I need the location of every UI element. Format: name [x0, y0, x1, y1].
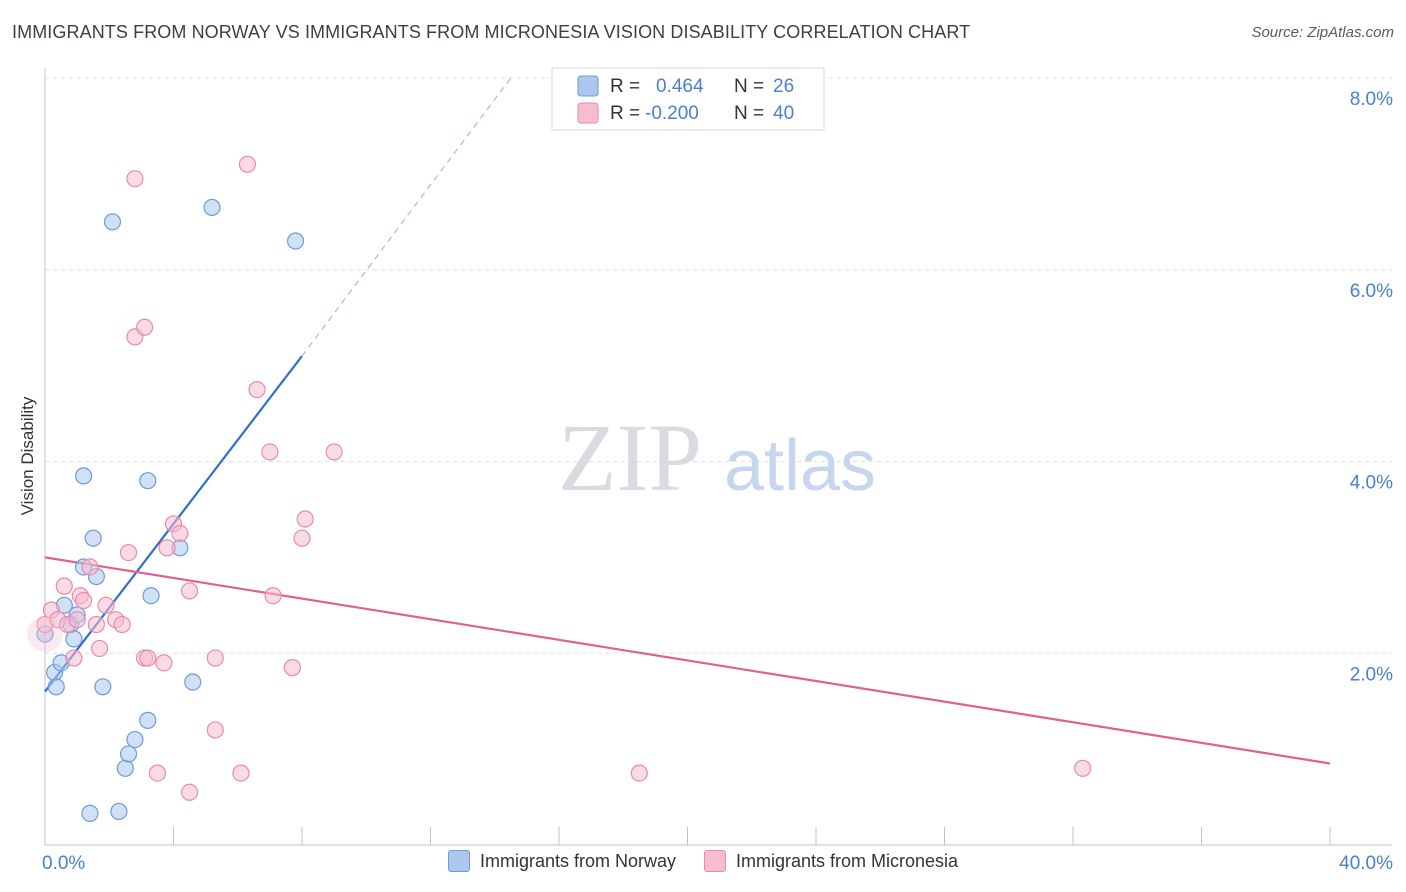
legend-norway-n-value: 26 — [773, 76, 794, 97]
point-norway — [94, 678, 112, 696]
point-norway — [139, 711, 157, 729]
point-norway — [184, 673, 202, 691]
legend-micronesia-r-label: R = — [610, 103, 640, 124]
y-tick-label: 6.0% — [1350, 281, 1393, 302]
legend-norway-r-label: R = — [610, 76, 640, 97]
point-micronesia — [264, 587, 282, 605]
point-micronesia — [158, 539, 176, 557]
point-micronesia — [119, 543, 138, 562]
point-micronesia — [155, 654, 173, 672]
point-micronesia — [296, 510, 314, 528]
point-micronesia — [139, 649, 157, 667]
watermark-zip: ZIP — [558, 404, 702, 511]
point-norway — [119, 745, 138, 763]
point-norway — [74, 467, 93, 485]
point-norway — [139, 472, 157, 490]
legend-swatch-micronesia — [703, 850, 726, 872]
legend-swatch-norway — [447, 850, 470, 872]
legend-norway-r-value: 0.464 — [656, 76, 704, 97]
point-micronesia — [171, 524, 189, 543]
grid-lines — [45, 77, 1392, 654]
point-micronesia — [87, 615, 106, 634]
x-tick-label: 40.0% — [1339, 853, 1393, 874]
point-micronesia — [283, 659, 301, 677]
axes: 2.0% 4.0% 6.0% 8.0% 0.0% 40.0% — [42, 68, 1393, 874]
point-micronesia — [206, 721, 224, 739]
legend-micronesia-swatch — [577, 102, 599, 124]
watermark-atlas: atlas — [724, 426, 876, 506]
point-micronesia — [238, 155, 256, 173]
y-axis-label: Vision Disability — [18, 396, 37, 516]
point-norway — [286, 232, 305, 250]
legend-item-micronesia[interactable]: Immigrants from Micronesia — [703, 850, 959, 872]
series-legend: Immigrants from Norway Immigrants from M… — [0, 850, 1406, 872]
point-micronesia — [55, 577, 73, 595]
point-micronesia — [74, 591, 93, 610]
point-norway — [65, 630, 83, 648]
point-micronesia — [293, 529, 311, 547]
point-norway — [116, 759, 134, 777]
point-micronesia — [81, 558, 99, 576]
legend-label-norway: Immigrants from Norway — [479, 850, 676, 871]
point-norway — [84, 529, 102, 547]
legend-micronesia-r-value: -0.200 — [645, 103, 699, 124]
legend-norway-swatch — [577, 75, 599, 97]
y-tick-label: 4.0% — [1350, 473, 1393, 494]
point-micronesia — [248, 380, 266, 399]
point-norway — [142, 587, 160, 605]
point-micronesia — [206, 649, 224, 667]
point-micronesia — [135, 318, 154, 336]
point-micronesia — [630, 764, 648, 782]
point-micronesia — [1074, 759, 1092, 777]
point-micronesia — [68, 611, 86, 629]
point-norway — [47, 678, 65, 696]
point-micronesia — [325, 443, 343, 461]
chart-title: IMMIGRANTS FROM NORWAY VS IMMIGRANTS FRO… — [12, 22, 971, 42]
point-micronesia — [126, 170, 144, 188]
y-tick-label: 2.0% — [1350, 664, 1393, 685]
point-norway — [126, 730, 144, 749]
point-norway — [103, 213, 122, 231]
legend-micronesia-n-value: 40 — [773, 103, 794, 124]
point-micronesia — [232, 764, 250, 782]
point-micronesia — [148, 764, 167, 782]
point-norway — [203, 198, 221, 217]
point-norway — [81, 804, 99, 822]
point-micronesia — [91, 639, 109, 658]
point-micronesia — [180, 783, 199, 801]
point-norway — [110, 802, 128, 821]
point-micronesia — [261, 443, 279, 461]
trend-line-norway-extension — [301, 77, 512, 357]
point-micronesia — [180, 582, 199, 600]
legend-micronesia-n-label: N = — [734, 103, 764, 124]
trend-line-micronesia — [44, 556, 1331, 765]
y-tick-label: 8.0% — [1350, 89, 1393, 110]
legend-item-norway[interactable]: Immigrants from Norway — [447, 850, 676, 872]
point-micronesia — [65, 649, 83, 667]
point-cluster — [27, 616, 63, 653]
point-micronesia — [97, 596, 115, 614]
x-tick-label: 0.0% — [42, 853, 85, 874]
watermark: ZIP atlas — [558, 404, 876, 511]
source-label: Source: ZipAtlas.com — [1251, 24, 1394, 41]
legend-label-micronesia: Immigrants from Micronesia — [735, 850, 959, 871]
stats-legend: R = 0.464 N = 26 R = -0.200 N = 40 — [551, 67, 825, 131]
data-points — [27, 155, 1092, 822]
legend-norway-n-label: N = — [734, 76, 764, 97]
point-micronesia — [113, 615, 131, 634]
